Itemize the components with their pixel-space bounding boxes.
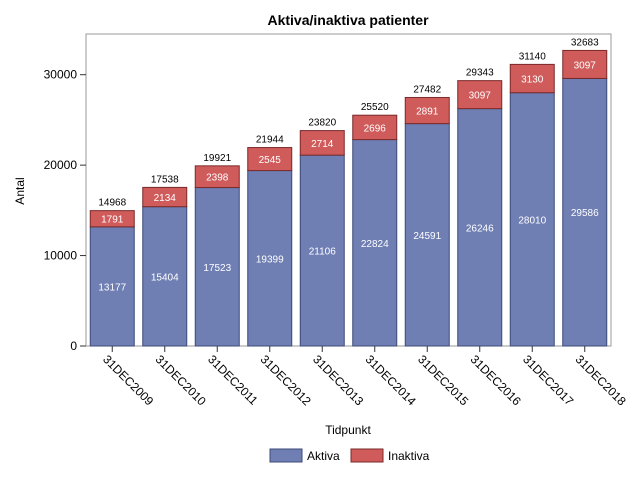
data-label-inaktiva: 3097 bbox=[574, 60, 597, 71]
legend-label-aktiva: Aktiva bbox=[307, 449, 340, 463]
y-tick-label: 10000 bbox=[44, 249, 78, 263]
data-label-inaktiva: 2714 bbox=[311, 139, 334, 150]
data-label-total: 17538 bbox=[151, 174, 179, 185]
bar-inaktiva bbox=[247, 147, 293, 172]
data-label-aktiva: 22824 bbox=[361, 239, 389, 250]
data-label-aktiva: 13177 bbox=[98, 282, 126, 293]
data-label-total: 27482 bbox=[413, 84, 441, 95]
bar-inaktiva bbox=[299, 130, 345, 156]
bar-inaktiva bbox=[142, 186, 188, 208]
data-label-total: 29343 bbox=[466, 68, 494, 79]
bar-aktiva bbox=[562, 77, 608, 347]
data-label-inaktiva: 2134 bbox=[154, 193, 177, 204]
bar-aktiva bbox=[299, 154, 345, 347]
bar-aktiva bbox=[509, 92, 555, 347]
y-axis-label: Antal bbox=[13, 177, 27, 204]
bar-inaktiva bbox=[457, 80, 503, 110]
data-label-aktiva: 15404 bbox=[151, 272, 179, 283]
data-label-inaktiva: 2398 bbox=[206, 173, 229, 184]
bar-aktiva bbox=[247, 170, 293, 347]
data-label-inaktiva: 3097 bbox=[469, 91, 492, 102]
bar-aktiva bbox=[404, 123, 450, 347]
legend-swatch-inaktiva bbox=[350, 448, 384, 463]
data-label-total: 23820 bbox=[308, 118, 336, 129]
data-label-aktiva: 21106 bbox=[309, 247, 337, 258]
data-label-inaktiva: 2891 bbox=[416, 107, 439, 118]
bar-aktiva bbox=[89, 226, 135, 347]
x-axis-label: Tidpunkt bbox=[325, 423, 371, 437]
data-label-total: 25520 bbox=[361, 102, 389, 113]
data-label-aktiva: 19399 bbox=[256, 254, 284, 265]
data-label-total: 19921 bbox=[203, 153, 231, 164]
data-label-total: 21944 bbox=[256, 135, 284, 146]
data-label-aktiva: 28010 bbox=[518, 215, 546, 226]
legend-label-inaktiva: Inaktiva bbox=[388, 449, 430, 463]
bar-inaktiva bbox=[404, 96, 450, 125]
bar-inaktiva bbox=[194, 165, 240, 189]
data-label-inaktiva: 3130 bbox=[521, 75, 544, 86]
data-label-inaktiva: 1791 bbox=[101, 215, 124, 226]
data-label-aktiva: 26246 bbox=[466, 223, 494, 234]
data-label-total: 14968 bbox=[98, 198, 126, 209]
y-tick-label: 20000 bbox=[44, 158, 78, 172]
bar-inaktiva bbox=[562, 49, 608, 79]
legend-swatch-aktiva bbox=[269, 448, 303, 463]
data-label-aktiva: 17523 bbox=[203, 263, 231, 274]
y-tick-label: 0 bbox=[70, 339, 77, 353]
data-label-inaktiva: 2696 bbox=[364, 123, 387, 134]
bar-inaktiva bbox=[89, 210, 135, 228]
chart-title: Aktiva/inaktiva patienter bbox=[267, 12, 429, 28]
bar-inaktiva bbox=[509, 63, 555, 94]
legend: Aktiva Inaktiva bbox=[269, 448, 430, 463]
data-label-aktiva: 24591 bbox=[413, 231, 441, 242]
bar-aktiva bbox=[142, 206, 188, 347]
y-tick-label: 30000 bbox=[44, 68, 78, 82]
data-label-aktiva: 29586 bbox=[571, 208, 599, 219]
data-label-total: 32683 bbox=[571, 37, 599, 48]
bar-inaktiva bbox=[352, 114, 398, 141]
data-label-inaktiva: 2545 bbox=[259, 155, 282, 166]
data-label-total: 31140 bbox=[519, 51, 547, 62]
bar-aktiva bbox=[352, 139, 398, 347]
bar-aktiva bbox=[457, 108, 503, 347]
